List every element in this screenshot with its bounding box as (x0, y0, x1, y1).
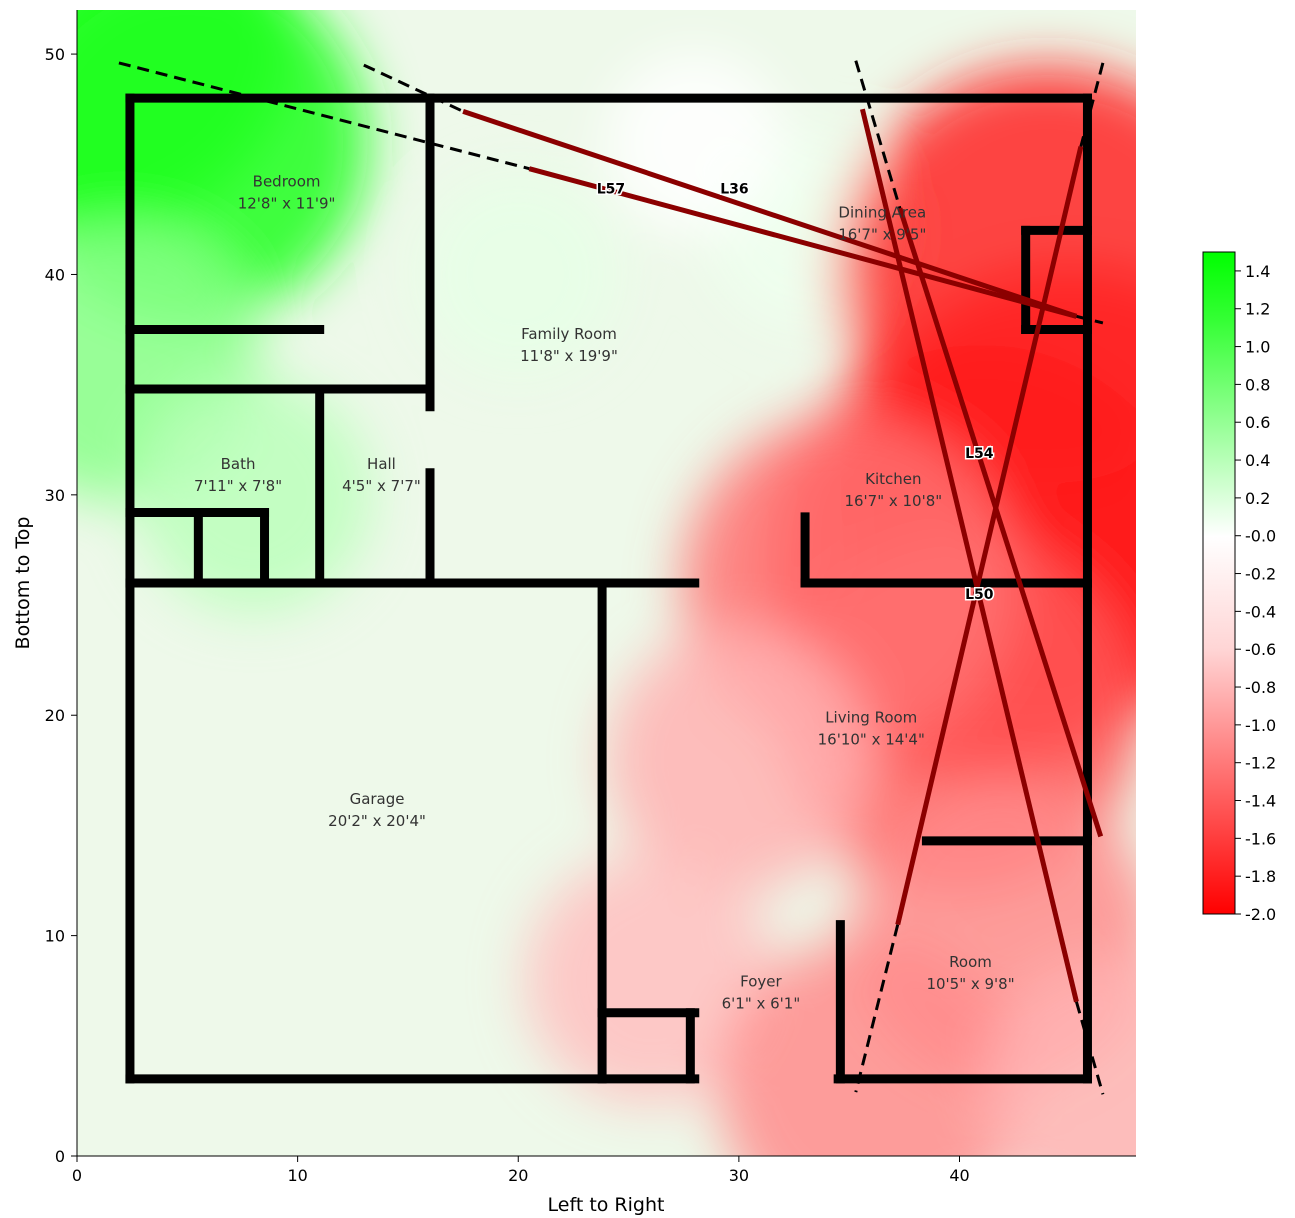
boundary-line (1074, 1001, 1105, 1095)
boundary-line (854, 924, 900, 1093)
measurement-line-labels: L57 L36 L54 L50 (595, 180, 995, 605)
heat-blob (135, 376, 372, 613)
boundary-line (1076, 314, 1104, 325)
y-tick-label: 30 (45, 486, 65, 505)
colorbar-tick-label: -0.6 (1245, 640, 1276, 659)
room-name-label: Dining Area (838, 204, 926, 222)
x-axis: 0 10 20 30 40 (72, 1155, 1136, 1185)
colorbar: 1.4 1.2 1.0 0.8 0.6 0.4 0.2 -0.0 -0.2 -0.4 -0.6 -0.… (1202, 251, 1276, 924)
x-tick-label: 20 (508, 1166, 528, 1185)
room-dimension-label: 20'2" x 20'4" (328, 812, 426, 830)
x-tick-label: 0 (72, 1166, 82, 1185)
room-dimension-label: 12'8" x 11'9" (238, 195, 336, 213)
colorbar-tick-label: 0.2 (1245, 489, 1270, 508)
colorbar-tick-label: 0.8 (1245, 375, 1270, 394)
boundary-line (118, 61, 530, 171)
y-tick-label: 10 (45, 927, 65, 946)
colorbar-tick-label: -1.4 (1245, 792, 1276, 811)
boundary-line (1079, 62, 1105, 148)
room-dimension-label: 7'11" x 7'8" (194, 477, 282, 495)
boundary-line (854, 60, 902, 209)
measurement-line (895, 146, 1084, 926)
room-dimension-label: 6'1" x 6'1" (722, 995, 801, 1013)
room-name-label: Living Room (825, 708, 917, 726)
room-dimension-label: 16'10" x 14'4" (818, 730, 925, 748)
room-dimension-label: 11'8" x 19'9" (520, 347, 618, 365)
room-name-label: Kitchen (865, 470, 921, 488)
room-name-label: Foyer (740, 973, 782, 991)
room-dimension-label: 4'5" x 7'7" (342, 477, 421, 495)
colorbar-tick-label: -0.2 (1245, 565, 1276, 584)
heat-blob (417, 173, 619, 375)
room-name-label: Family Room (521, 325, 617, 343)
heat-blob (604, 52, 785, 233)
colorbar-tick-label: -1.0 (1245, 716, 1276, 735)
colorbar-tick-label: 1.0 (1245, 338, 1270, 357)
measurement-line-label: L54 (965, 446, 994, 462)
heat-blob (606, 627, 871, 892)
x-tick-label: 10 (287, 1166, 307, 1185)
colorbar-tick-label: -0.8 (1245, 678, 1276, 697)
colorbar-ticks: 1.4 1.2 1.0 0.8 0.6 0.4 0.2 -0.0 -0.2 -0.4 -0.6 -0.… (1235, 262, 1276, 924)
colorbar-gradient (1202, 251, 1236, 915)
measurement-lines (462, 108, 1104, 1003)
measurement-line (528, 166, 1078, 319)
room-labels: Bedroom 12'8" x 11'9" Family Room 11'8" x 1… (194, 173, 1015, 1013)
colorbar-tick-label: -1.2 (1245, 754, 1276, 773)
measurement-line-label: L50 (965, 587, 994, 603)
heat-blob (525, 854, 776, 1105)
room-name-label: Bedroom (253, 173, 321, 191)
heat-blob (981, 957, 1136, 1156)
x-tick-label: 40 (949, 1166, 969, 1185)
measurement-line (462, 109, 1078, 319)
y-axis: 0 10 20 30 40 50 (45, 10, 78, 1166)
room-dimension-label: 16'7" x 9'5" (838, 226, 926, 244)
y-tick-label: 50 (45, 45, 65, 64)
measurement-line-label: L57 (597, 182, 625, 198)
colorbar-tick-label: -0.0 (1245, 527, 1276, 546)
room-name-label: Garage (350, 790, 405, 808)
colorbar-tick-label: 1.2 (1245, 300, 1270, 319)
room-name-label: Room (949, 953, 992, 971)
colorbar-tick-label: -2.0 (1245, 905, 1276, 924)
colorbar-tick-label: -1.6 (1245, 829, 1276, 848)
y-tick-label: 40 (45, 265, 65, 284)
x-axis-label: Left to Right (548, 1194, 665, 1216)
y-tick-label: 20 (45, 706, 65, 725)
colorbar-tick-label: -0.4 (1245, 602, 1276, 621)
room-dimension-label: 16'7" x 10'8" (844, 492, 942, 510)
y-axis-label: Bottom to Top (12, 517, 34, 650)
colorbar-tick-label: -1.8 (1245, 867, 1276, 886)
room-dimension-label: 10'5" x 9'8" (926, 975, 1014, 993)
colorbar-tick-label: 1.4 (1245, 262, 1270, 281)
room-name-label: Hall (367, 455, 396, 473)
room-name-label: Bath (221, 455, 256, 473)
colorbar-tick-label: 0.6 (1245, 413, 1270, 432)
y-tick-label: 0 (55, 1147, 65, 1166)
floorplan-walls (125, 93, 1092, 1084)
measurement-line (859, 108, 1079, 1003)
x-tick-label: 30 (729, 1166, 749, 1185)
boundary-lines (118, 60, 1105, 1095)
measurement-line (897, 207, 1104, 838)
measurement-line-label: L36 (720, 182, 748, 198)
heat-blob (718, 936, 1025, 1156)
colorbar-tick-label: 0.4 (1245, 451, 1270, 470)
